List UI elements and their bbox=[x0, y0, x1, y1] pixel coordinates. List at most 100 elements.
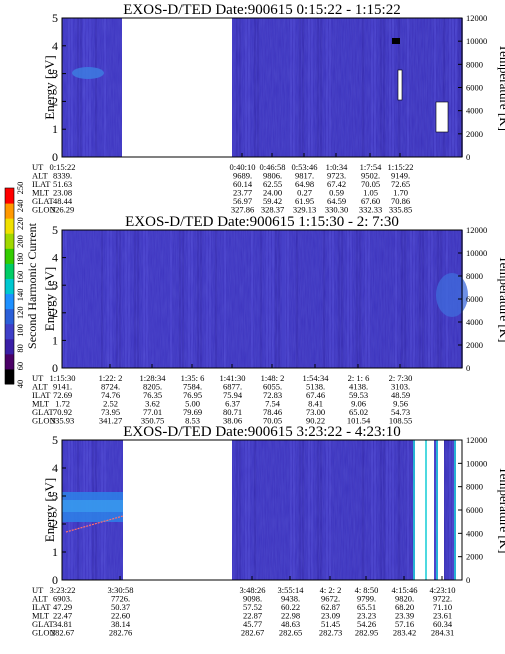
y2-tick-label: 2000 bbox=[466, 552, 483, 562]
colorbar-swatch bbox=[5, 338, 14, 355]
y-tick-label: 0 bbox=[52, 150, 58, 164]
table-cell: 7584. bbox=[183, 382, 202, 392]
y2-tick-label: 12000 bbox=[466, 435, 487, 445]
signal-feature bbox=[435, 101, 449, 133]
signal-feature bbox=[72, 67, 104, 79]
table-cell: 7726. bbox=[111, 594, 130, 604]
colorbar-swatch bbox=[5, 368, 14, 385]
table-cell: 282.65 bbox=[279, 628, 302, 638]
signal-feature bbox=[282, 230, 285, 368]
table-cell: 22.47 bbox=[53, 611, 72, 621]
table-cell: 48.44 bbox=[53, 196, 73, 206]
table-cell: 1:15:22 bbox=[388, 162, 414, 172]
table-cell: 1:28:34 bbox=[140, 373, 167, 383]
table-cell: 73.00 bbox=[306, 407, 325, 417]
table-cell: 8724. bbox=[101, 382, 120, 392]
colorbar-tick-label: 100 bbox=[15, 324, 25, 337]
table-cell: 108.55 bbox=[389, 416, 412, 426]
table-cell: 6903. bbox=[53, 594, 72, 604]
y2-tick-label: 8000 bbox=[466, 482, 483, 492]
y-tick-label: 1 bbox=[52, 333, 58, 347]
table-cell: 60.34 bbox=[433, 619, 453, 629]
colorbar-tick-label: 240 bbox=[15, 199, 25, 212]
table-cell: 341.27 bbox=[99, 416, 122, 426]
table-cell: 60.22 bbox=[281, 602, 300, 612]
table-cell: 50.37 bbox=[111, 602, 130, 612]
table-cell: 56.97 bbox=[233, 196, 252, 206]
table-cell: 1.70 bbox=[393, 188, 408, 198]
table-cell: 38.06 bbox=[223, 416, 242, 426]
data-gap bbox=[122, 18, 232, 157]
table-cell: 9149. bbox=[391, 171, 410, 181]
colorbar-swatch bbox=[5, 203, 14, 219]
table-cell: 2: 1: 6 bbox=[348, 373, 370, 383]
table-cell: 54.73 bbox=[391, 407, 410, 417]
y2-tick-label: 10000 bbox=[466, 36, 487, 46]
table-cell: 350.75 bbox=[141, 416, 164, 426]
table-cell: 59.42 bbox=[263, 196, 282, 206]
table-cell: 71.10 bbox=[433, 602, 452, 612]
table-cell: 62.87 bbox=[321, 602, 340, 612]
table-cell: 9820. bbox=[395, 594, 414, 604]
data-gap bbox=[427, 440, 434, 580]
table-cell: 57.16 bbox=[395, 619, 414, 629]
table-cell: 68.20 bbox=[395, 602, 414, 612]
table-cell: 8.41 bbox=[308, 399, 323, 409]
y2-tick-label: 10000 bbox=[466, 458, 487, 468]
table-cell: 5138. bbox=[306, 382, 325, 392]
table-row-label: ALT bbox=[32, 594, 49, 604]
y-tick-label: 5 bbox=[52, 11, 58, 25]
table-cell: 2.52 bbox=[103, 399, 118, 409]
signal-feature bbox=[436, 273, 468, 317]
y2-axis-label: Temperature [K] bbox=[497, 44, 505, 131]
table-cell: 4:23:10 bbox=[430, 585, 456, 595]
table-cell: 0.59 bbox=[329, 188, 344, 198]
table-cell: 48.63 bbox=[281, 619, 300, 629]
colorbar-label: Second Harmonic Current bbox=[25, 222, 39, 349]
table-cell: 72.65 bbox=[391, 179, 410, 189]
colorbar-swatch bbox=[5, 278, 14, 295]
table-cell: 4: 8:50 bbox=[355, 585, 379, 595]
signal-feature bbox=[413, 440, 415, 580]
table-cell: 67.46 bbox=[306, 390, 325, 400]
table-cell: 79.69 bbox=[183, 407, 202, 417]
table-cell: 23.39 bbox=[395, 611, 414, 621]
y-axis-label: Energy [eV] bbox=[42, 55, 57, 119]
y2-tick-label: 6000 bbox=[466, 294, 483, 304]
colorbar-tick-label: 80 bbox=[15, 344, 25, 353]
y-axis-label: Energy [eV] bbox=[42, 267, 57, 331]
colorbar-frame bbox=[4, 187, 15, 385]
colorbar-tick-label: 160 bbox=[15, 271, 25, 284]
table-cell: 23.61 bbox=[433, 611, 452, 621]
colorbar-tick-label: 140 bbox=[15, 289, 25, 302]
table-cell: 8339. bbox=[53, 171, 72, 181]
table-row-label: MLT bbox=[32, 399, 50, 409]
y2-tick-label: 8000 bbox=[466, 271, 483, 281]
table-cell: 2: 7:30 bbox=[389, 373, 413, 383]
y-tick-label: 2 bbox=[52, 94, 58, 108]
y-tick-label: 1 bbox=[52, 545, 58, 559]
table-cell: 335.85 bbox=[389, 205, 412, 215]
table-cell: 282.76 bbox=[109, 628, 132, 638]
table-cell: 78.46 bbox=[263, 407, 282, 417]
y2-axis-label: Temperature [K] bbox=[497, 467, 505, 554]
table-cell: 38.14 bbox=[111, 619, 131, 629]
table-cell: 101.54 bbox=[347, 416, 371, 426]
table-cell: 1.72 bbox=[55, 399, 70, 409]
spectrogram-panel-2: EXOS-D/TED Date:900615 1:15:30 - 2: 7:30… bbox=[32, 214, 505, 426]
table-cell: 1:35: 6 bbox=[181, 373, 205, 383]
table-cell: 72.69 bbox=[53, 390, 72, 400]
table-row-label: ILAT bbox=[32, 602, 51, 612]
colorbar-tick-label: 180 bbox=[15, 253, 25, 266]
y-tick-label: 5 bbox=[52, 433, 58, 447]
table-cell: 329.13 bbox=[293, 205, 316, 215]
table-cell: 1:41:30 bbox=[220, 373, 246, 383]
table-cell: 51.63 bbox=[53, 179, 72, 189]
table-cell: 64.59 bbox=[327, 196, 346, 206]
table-cell: 282.73 bbox=[319, 628, 342, 638]
colorbar-tick-label: 250 bbox=[15, 182, 25, 195]
colorbar-swatch bbox=[5, 233, 14, 249]
y2-tick-label: 6000 bbox=[466, 83, 483, 93]
table-cell: 67.60 bbox=[361, 196, 380, 206]
